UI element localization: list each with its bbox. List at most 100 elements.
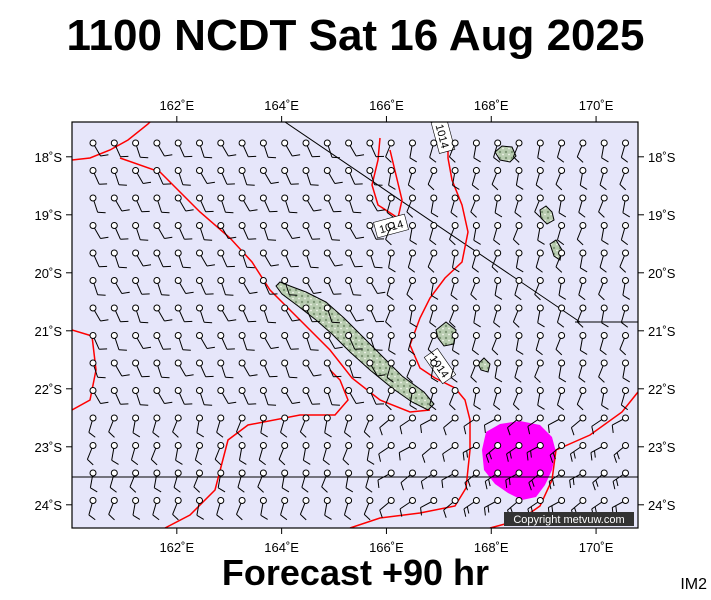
lat-tick-label: 20˚S xyxy=(35,266,63,281)
wind-barb xyxy=(576,387,587,411)
wind-barb xyxy=(512,304,523,328)
wind-barb xyxy=(281,469,290,493)
wind-barb xyxy=(591,497,608,517)
wind-barb xyxy=(196,387,213,406)
wind-barb xyxy=(406,194,416,218)
wind-barb xyxy=(238,277,258,294)
lat-tick-label: 23˚S xyxy=(35,440,63,455)
wind-barb xyxy=(194,442,203,466)
wind-barb xyxy=(386,277,395,301)
wind-barb xyxy=(110,249,127,269)
wind-barb xyxy=(430,359,439,383)
wind-barb xyxy=(150,442,161,466)
wind-barb xyxy=(528,469,544,491)
wind-barb xyxy=(132,139,149,159)
wind-barb xyxy=(281,304,301,322)
lat-tick-label: 18˚S xyxy=(648,150,676,165)
copyright-box: Copyright metvuw.com xyxy=(504,512,634,526)
wind-barb xyxy=(238,442,247,465)
wind-barb xyxy=(387,167,396,190)
wind-barb xyxy=(302,387,321,405)
lat-tick-label: 21˚S xyxy=(35,324,63,339)
lat-tick-label: 19˚S xyxy=(648,208,676,223)
lat-tick-label: 22˚S xyxy=(35,382,63,397)
wind-barb xyxy=(576,139,587,163)
wind-barb xyxy=(238,194,258,212)
wind-barb xyxy=(493,222,502,246)
wind-barb xyxy=(217,332,235,350)
wind-barb xyxy=(323,414,332,438)
lat-tick-label: 18˚S xyxy=(35,150,63,165)
wind-barb xyxy=(366,277,386,294)
wind-barb xyxy=(281,332,299,350)
isobar xyxy=(164,369,349,528)
wind-barb xyxy=(172,414,182,438)
wind-barb xyxy=(599,249,608,273)
wind-barb xyxy=(449,387,459,411)
wind-barb xyxy=(345,277,362,296)
wind-barb xyxy=(345,332,363,350)
wind-barb xyxy=(89,167,108,185)
wind-barb xyxy=(323,304,340,324)
wind-barb xyxy=(302,304,321,323)
wind-barb xyxy=(620,222,629,246)
wind-barb xyxy=(323,194,342,213)
wind-barb xyxy=(613,442,629,463)
wind-barb xyxy=(548,469,566,490)
wind-barb xyxy=(429,222,438,246)
wind-barb xyxy=(236,497,246,521)
wind-barb xyxy=(174,167,191,186)
wind-barb xyxy=(152,497,161,521)
wind-barb xyxy=(89,469,98,493)
wind-barb xyxy=(89,249,108,268)
wind-barb xyxy=(196,139,213,159)
wind-barb xyxy=(547,497,566,516)
wind-barb xyxy=(259,139,277,159)
wind-barb xyxy=(407,332,416,356)
wind-barb xyxy=(153,277,170,296)
lon-tick-label: 164˚E xyxy=(264,98,299,113)
wind-barb xyxy=(399,414,416,435)
wind-barb xyxy=(89,304,109,322)
wind-barb xyxy=(238,304,257,323)
wind-barb xyxy=(259,387,277,406)
wind-barb xyxy=(323,359,342,378)
landmass-island xyxy=(494,145,517,163)
wind-barb xyxy=(322,442,331,466)
wind-barb xyxy=(174,249,191,269)
wind-barb xyxy=(259,304,277,324)
wind-barb xyxy=(281,139,301,157)
wind-barb xyxy=(174,387,193,405)
lon-tick-label: 162˚E xyxy=(159,98,194,113)
wind-barb xyxy=(132,304,149,324)
wind-barb xyxy=(174,332,191,351)
wind-barb xyxy=(407,249,416,273)
wind-barb xyxy=(278,442,289,466)
wind-barb xyxy=(110,167,127,186)
wind-barb xyxy=(217,277,234,296)
wind-barb xyxy=(536,222,545,245)
lon-tick-label: 170˚E xyxy=(579,98,614,113)
wind-barb xyxy=(281,249,299,268)
wind-barb xyxy=(590,442,608,461)
wind-barb xyxy=(323,167,343,184)
lon-tick-label: 162˚E xyxy=(159,540,194,555)
wind-barb xyxy=(366,387,385,405)
wind-barb xyxy=(470,359,480,383)
map-title: 1100 NCDT Sat 16 Aug 2025 xyxy=(66,11,645,60)
wind-barb xyxy=(409,222,417,245)
wind-barb xyxy=(280,414,289,438)
boundary-line xyxy=(284,122,581,323)
lat-tick-label: 22˚S xyxy=(648,382,676,397)
wind-barb xyxy=(536,304,545,328)
wind-barb xyxy=(89,277,106,296)
wind-barb xyxy=(132,497,141,520)
wind-barb xyxy=(569,469,587,489)
wind-barb xyxy=(345,194,362,214)
wind-barb xyxy=(217,194,234,214)
wind-barb xyxy=(259,167,279,184)
wind-barb xyxy=(576,222,587,246)
wind-barb xyxy=(556,387,566,411)
wind-barb xyxy=(110,332,127,351)
